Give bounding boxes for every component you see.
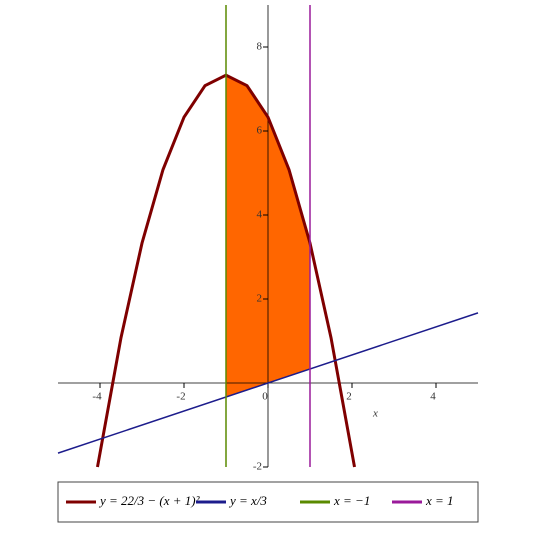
- y-tick-label: 4: [257, 209, 263, 221]
- legend-label: x = 1: [425, 493, 454, 508]
- legend-label: y = 22/3 − (x + 1)²: [98, 493, 201, 508]
- legend-label: x = −1: [333, 493, 370, 508]
- x-tick-label: 4: [430, 391, 436, 403]
- y-tick-label: -2: [253, 461, 262, 473]
- series-line: [57, 312, 479, 454]
- plot-area: -4 -2 0 2 4 -2 2 4 6 8: [57, 5, 479, 473]
- legend: y = 22/3 − (x + 1)² y = x/3 x = −1 x = 1: [66, 493, 454, 508]
- x-tick-label: 2: [346, 391, 352, 403]
- x-tick-label: -2: [176, 391, 185, 403]
- y-tick-label: 2: [257, 293, 263, 305]
- legend-box: [57, 481, 479, 523]
- y-tick-label: 8: [257, 41, 263, 53]
- x-tick-label: -4: [92, 391, 102, 403]
- y-tick-label: 6: [257, 125, 263, 137]
- x-tick-label: 0: [262, 391, 268, 403]
- x-axis-label: x: [372, 408, 378, 420]
- legend-label: y = x/3: [228, 493, 267, 508]
